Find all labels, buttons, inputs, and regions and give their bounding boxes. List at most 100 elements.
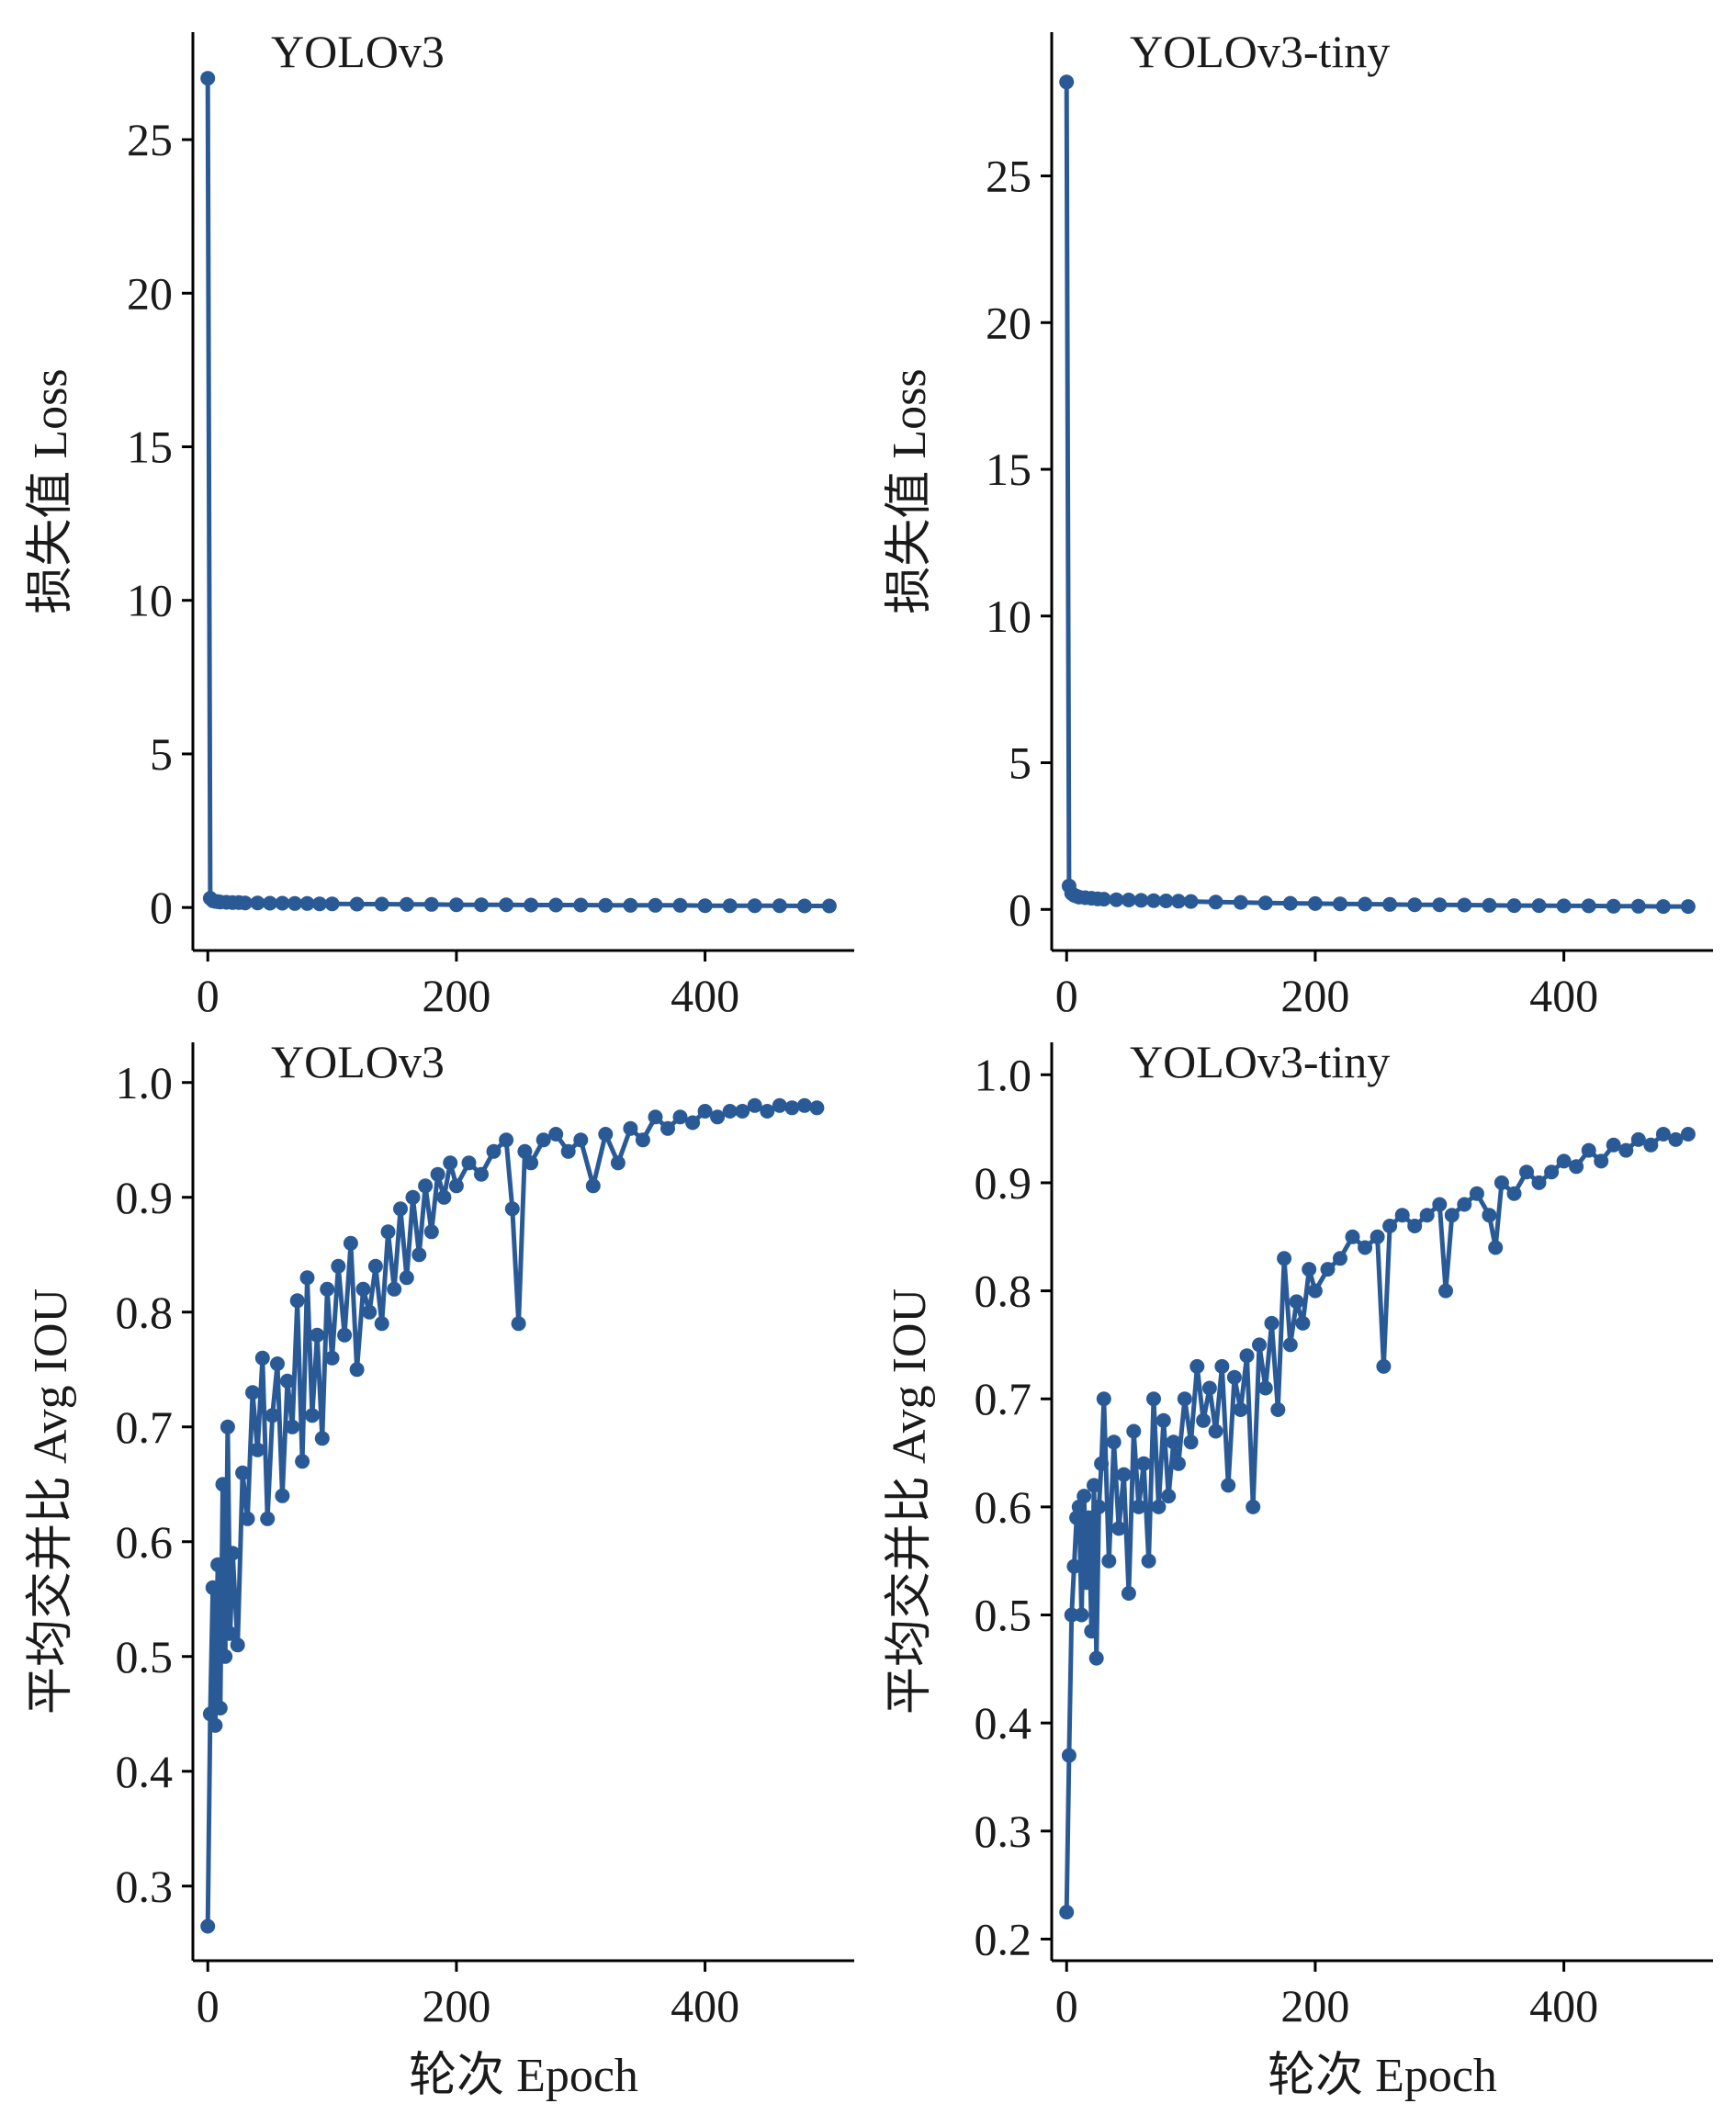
- data-point: [784, 1100, 800, 1116]
- data-point: [1655, 899, 1671, 915]
- data-point: [265, 1408, 280, 1423]
- data-point: [418, 1178, 434, 1194]
- data-point: [1109, 892, 1124, 907]
- x-tick-label: 0: [1055, 970, 1078, 1021]
- data-point: [225, 1546, 241, 1561]
- data-point: [697, 898, 713, 914]
- data-point: [1208, 1423, 1223, 1439]
- data-point: [1469, 1186, 1484, 1201]
- data-point: [324, 896, 340, 912]
- data-point: [474, 897, 489, 913]
- data-point: [1432, 1197, 1448, 1212]
- data-point: [393, 1201, 408, 1217]
- data-point: [511, 1316, 526, 1332]
- data-point: [1506, 898, 1522, 914]
- data-point: [1345, 1229, 1360, 1244]
- panel-title: YOLOv3-tiny: [1130, 1036, 1390, 1087]
- data-point: [722, 1104, 738, 1119]
- x-axis-label: 轮次 Epoch: [1268, 2050, 1497, 2102]
- data-point: [1277, 1251, 1292, 1266]
- data-point: [1594, 1153, 1609, 1169]
- chart-panel-yolov3-loss: 0 200 400 0 5 10 15 20 25 YOLOv3 损失值 Loss: [25, 26, 854, 1021]
- data-point: [1438, 1283, 1453, 1299]
- data-point: [254, 1350, 270, 1366]
- y-tick-label: 5: [150, 728, 173, 780]
- data-point: [405, 1189, 421, 1205]
- data-point: [275, 1488, 290, 1503]
- data-point: [1655, 1127, 1671, 1142]
- data-point: [1282, 1337, 1298, 1353]
- data-point: [220, 1419, 235, 1434]
- data-point: [295, 1454, 310, 1469]
- data-point: [1078, 1575, 1094, 1591]
- data-point: [1091, 1499, 1107, 1514]
- y-tick-label: 0.5: [975, 1590, 1032, 1641]
- data-point: [349, 1362, 365, 1378]
- y-tick-label: 0.5: [116, 1631, 174, 1682]
- data-point: [1370, 1229, 1385, 1244]
- data-point: [548, 897, 564, 913]
- data-point: [1161, 1489, 1177, 1504]
- panel-title: YOLOv3-tiny: [1130, 26, 1390, 77]
- data-point: [1257, 895, 1273, 911]
- data-point: [1333, 896, 1347, 912]
- data-point: [270, 1356, 285, 1371]
- data-point: [1171, 1456, 1186, 1471]
- data-point: [250, 895, 265, 911]
- y-tick-label: 0: [150, 882, 173, 933]
- data-point: [648, 1109, 663, 1125]
- data-point: [355, 1281, 371, 1297]
- data-point: [474, 1166, 489, 1182]
- data-point: [1307, 895, 1323, 911]
- data-point: [448, 1178, 464, 1194]
- series-line: [1064, 1131, 1689, 1913]
- data-point: [648, 897, 663, 913]
- data-point: [1111, 1521, 1127, 1536]
- data-point: [535, 1132, 551, 1148]
- data-point: [1066, 1558, 1082, 1574]
- series-line: [1064, 82, 1688, 909]
- y-axis-label: 损失值 Loss: [884, 368, 936, 613]
- data-point: [1494, 1175, 1509, 1190]
- data-point: [499, 897, 514, 913]
- data-point: [1519, 1164, 1534, 1180]
- chart-panel-yolov3-iou: 0 200 400 0.3 0.4 0.5 0.6 0.7 0.8 0.9 1.0 YOLOv3 平均交…: [25, 1036, 854, 2102]
- data-point: [1131, 1499, 1146, 1514]
- data-point: [685, 1115, 701, 1130]
- data-point: [443, 1155, 458, 1171]
- data-point: [697, 1104, 713, 1119]
- y-axis-label: 平均交并比 Avg IOU: [884, 1288, 936, 1715]
- data-point: [275, 895, 290, 911]
- x-tick-label: 0: [197, 970, 220, 1021]
- series-line: [205, 78, 829, 908]
- y-tick-label: 0.3: [116, 1861, 174, 1912]
- data-point: [1146, 1391, 1161, 1407]
- data-point: [1133, 893, 1149, 908]
- data-point: [1531, 1175, 1547, 1190]
- data-point: [1088, 1650, 1104, 1666]
- data-point: [504, 1201, 520, 1217]
- y-tick-label: 0.8: [116, 1287, 174, 1338]
- data-point: [1201, 1380, 1217, 1396]
- data-point: [1084, 1624, 1099, 1639]
- data-point: [245, 1385, 260, 1400]
- data-point: [1282, 895, 1298, 911]
- data-point: [722, 898, 738, 914]
- data-point: [324, 1350, 340, 1366]
- y-tick-label: 20: [127, 267, 173, 319]
- data-point: [1302, 1262, 1317, 1277]
- data-point: [200, 1918, 216, 1934]
- data-point: [289, 1293, 305, 1309]
- data-point: [1457, 1197, 1472, 1212]
- data-point: [1556, 1153, 1572, 1169]
- x-tick-label: 400: [1529, 970, 1598, 1021]
- data-point: [1581, 1142, 1596, 1158]
- data-point: [524, 897, 539, 913]
- data-point: [423, 1224, 439, 1240]
- y-tick-label: 25: [986, 151, 1031, 202]
- data-point: [1444, 1208, 1460, 1223]
- data-point: [349, 896, 365, 912]
- y-tick-label: 0: [1009, 883, 1031, 935]
- panel-title: YOLOv3: [271, 26, 445, 77]
